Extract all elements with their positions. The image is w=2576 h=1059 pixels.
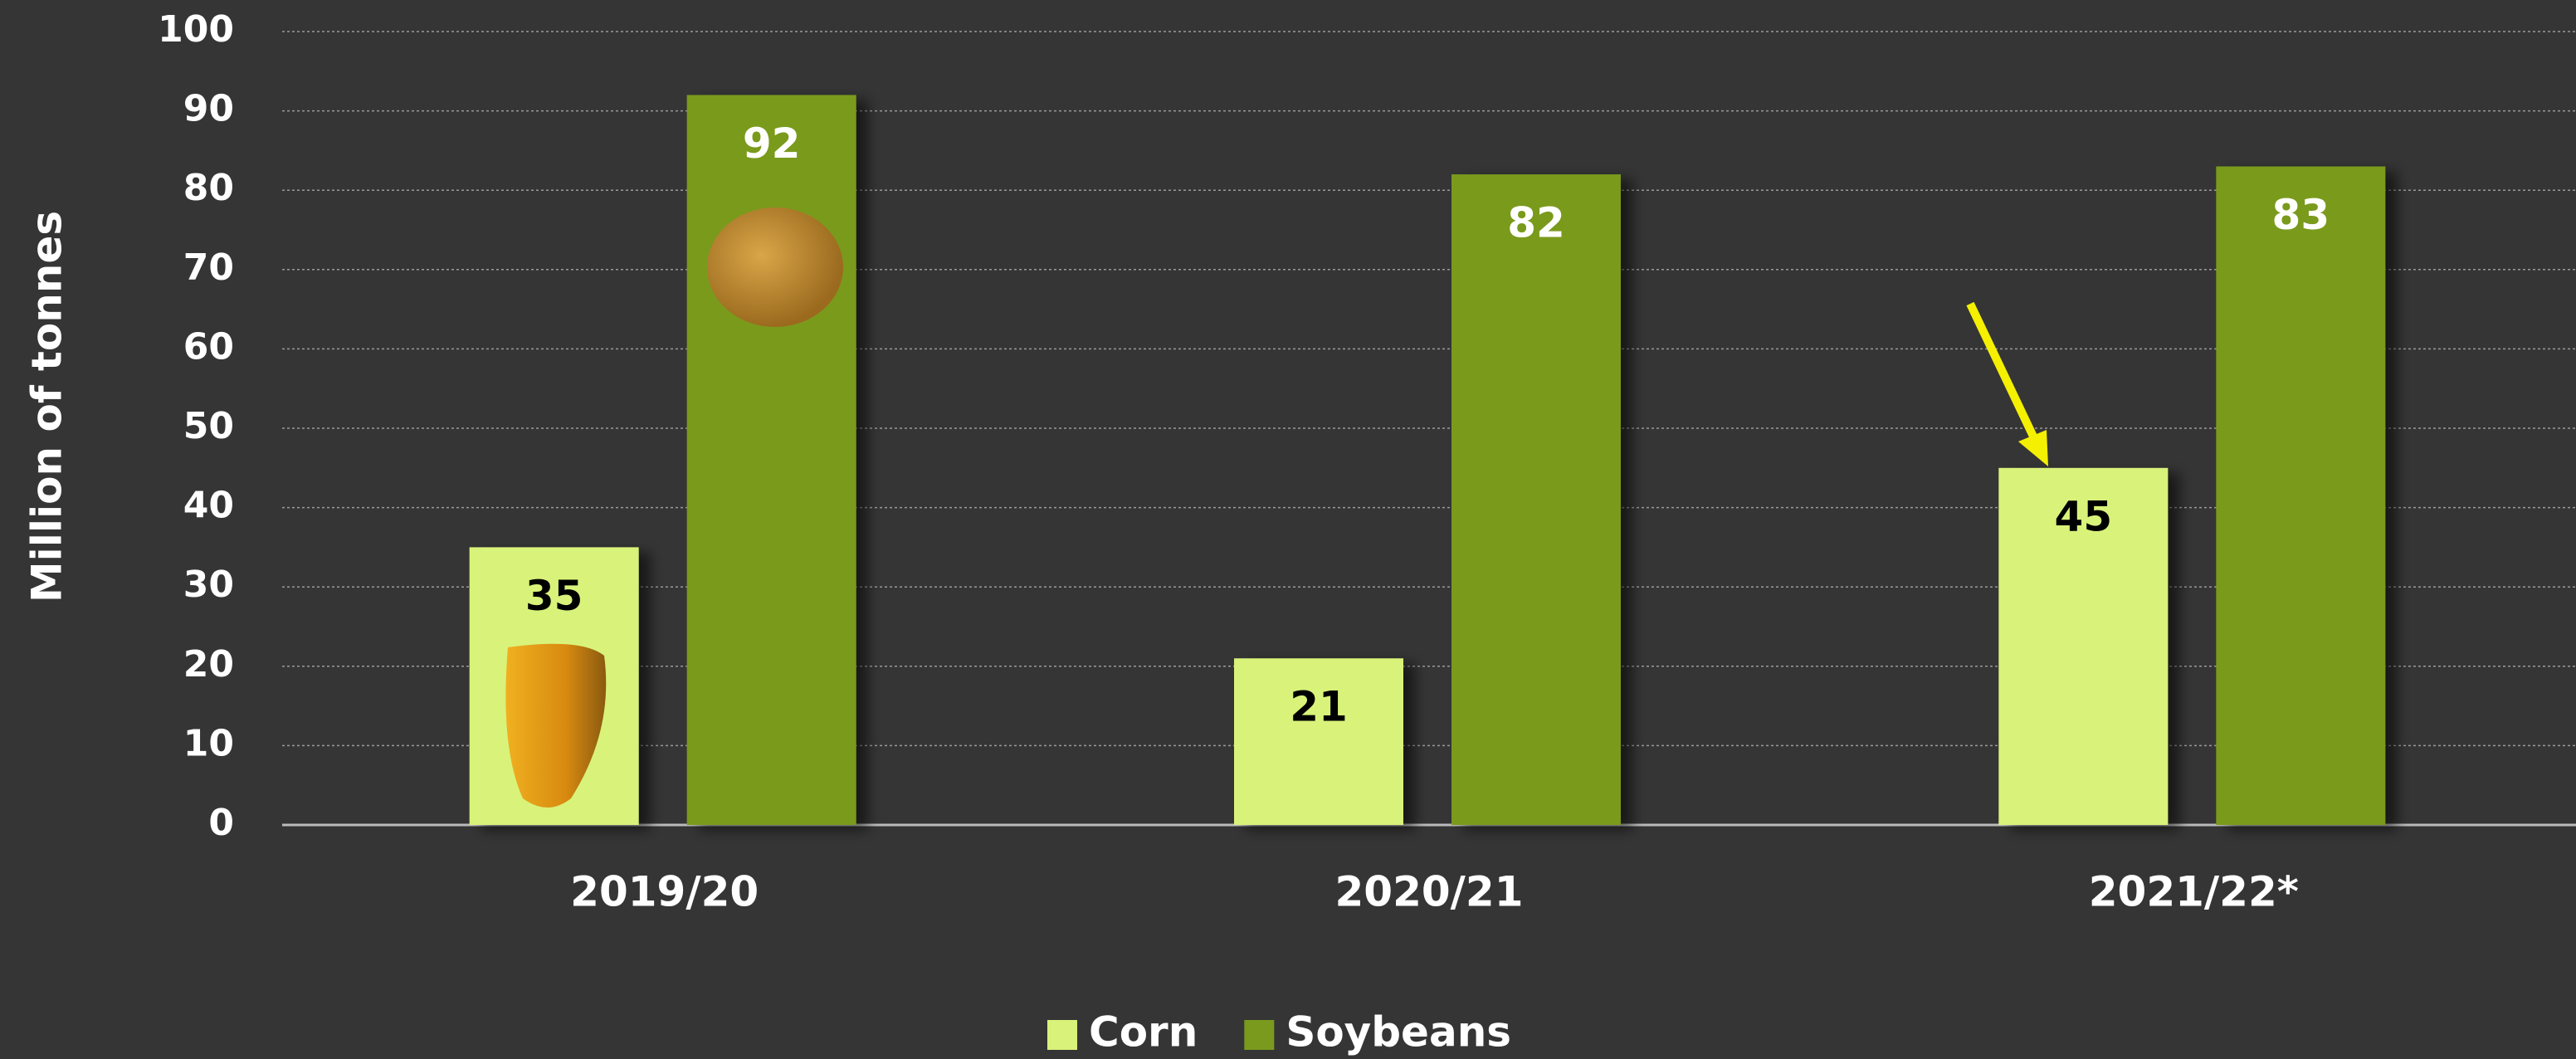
data-label: 92 — [743, 120, 801, 168]
data-label: 82 — [1507, 199, 1565, 247]
data-label: 21 — [1290, 683, 1348, 731]
y-axis-label: Million of tonnes — [23, 211, 71, 603]
y-tick-label: 0 — [208, 802, 234, 844]
arrow — [1966, 301, 2039, 442]
x-tick-label: 2020/21 — [1334, 868, 1523, 916]
y-tick-label: 80 — [183, 167, 234, 209]
y-tick-label: 10 — [183, 722, 234, 764]
arrow-head — [2018, 430, 2048, 466]
y-tick-label: 100 — [158, 8, 234, 51]
y-tick-label: 50 — [183, 405, 234, 447]
corn-image — [505, 643, 607, 808]
y-tick-label: 30 — [183, 564, 234, 606]
bar — [1451, 174, 1621, 825]
legend-label: Soybeans — [1286, 1008, 1511, 1057]
grid: 0 10 20 30 40 50 60 70 80 90 100 — [158, 8, 2576, 844]
data-label: 83 — [2272, 191, 2330, 239]
x-tick-label: 2021/22* — [2089, 868, 2299, 916]
x-tick-label: 2019/20 — [570, 868, 759, 916]
soybean-image — [707, 207, 843, 327]
y-tick-label: 20 — [183, 643, 234, 686]
data-label: 35 — [525, 572, 583, 620]
legend-swatch — [1047, 1020, 1077, 1050]
y-tick-label: 60 — [183, 325, 234, 368]
bar — [1234, 658, 1403, 825]
bar — [686, 95, 856, 826]
decoration — [505, 207, 2048, 808]
y-tick-label: 40 — [183, 485, 234, 527]
bar — [1998, 467, 2169, 825]
legend: Corn Soybeans — [1047, 1008, 1511, 1057]
y-tick-label: 70 — [183, 246, 234, 289]
y-tick-label: 90 — [183, 88, 234, 130]
bar — [2216, 166, 2386, 825]
legend-swatch — [1244, 1020, 1275, 1050]
data-label: 45 — [2055, 492, 2113, 540]
legend-label: Corn — [1089, 1008, 1198, 1057]
